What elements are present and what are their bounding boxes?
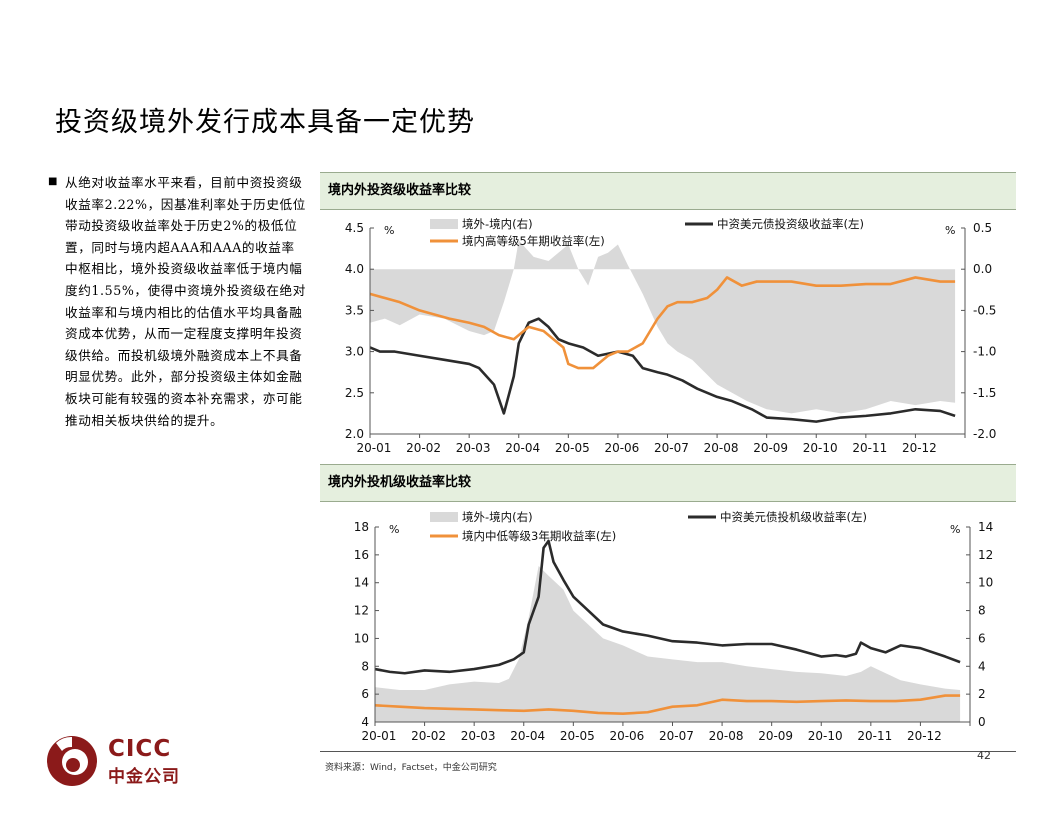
series-line-2 (369, 276, 956, 370)
x-tick-label: 20-07 (659, 729, 694, 743)
left-tick-label: 2.5 (345, 386, 364, 400)
source-note: 资料来源：Wind，Factset，中金公司研究 (325, 763, 497, 773)
series-line-1 (374, 539, 961, 675)
x-tick-label: 20-06 (604, 441, 639, 455)
x-tick-label: 20-11 (852, 441, 887, 455)
bottom-divider (320, 751, 1016, 752)
x-tick-label: 20-09 (758, 729, 793, 743)
chart1-title: 境内外投资级收益率比较 (320, 172, 1016, 210)
bullet-text: 从绝对收益率水平来看，目前中资投资级收益率2.22%，因基准利率处于历史低位带动… (65, 175, 306, 428)
right-tick-label: -1.5 (973, 386, 996, 400)
x-tick-label: 20-02 (406, 441, 441, 455)
bullet-block: ■ 从绝对收益率水平来看，目前中资投资级收益率2.22%，因基准利率处于历史低位… (44, 172, 306, 431)
x-tick-label: 20-06 (609, 729, 644, 743)
left-tick-label: 8 (361, 659, 369, 673)
x-tick-label: 20-03 (456, 441, 491, 455)
x-tick-label: 20-01 (362, 729, 397, 743)
legend-label-1: 中资美元债投资级收益率(左) (717, 217, 864, 231)
legend-label-1: 中资美元债投机级收益率(左) (720, 510, 867, 524)
right-tick-label: 6 (978, 631, 986, 645)
right-tick-label: -0.5 (973, 303, 996, 317)
left-tick-label: 16 (354, 548, 369, 562)
left-tick-label: 4.0 (345, 262, 364, 276)
x-tick-label: 20-02 (411, 729, 446, 743)
right-tick-label: 2 (978, 687, 986, 701)
x-tick-label: 20-04 (505, 441, 540, 455)
chart2-high-yield: 4 6 8 10 12 14 16 18 0 2 4 6 8 10 12 14 20-01 20-02 20-03 2… (354, 510, 994, 743)
right-tick-label: 10 (978, 576, 993, 590)
x-tick-label: 20-05 (560, 729, 595, 743)
right-tick-label: 0 (978, 715, 986, 729)
square-bullet-icon: ■ (48, 176, 58, 187)
legend-swatch-0 (430, 219, 458, 229)
series-line-2 (374, 694, 961, 715)
x-tick-label: 20-11 (857, 729, 892, 743)
x-tick-label: 20-08 (704, 441, 739, 455)
x-tick-label: 20-01 (357, 441, 392, 455)
left-tick-label: 3.0 (345, 345, 364, 359)
right-tick-label: 0.0 (973, 262, 992, 276)
right-unit-label: % (950, 523, 960, 536)
x-tick-label: 20-05 (555, 441, 590, 455)
right-tick-label: -2.0 (973, 427, 996, 441)
right-tick-label: 14 (978, 520, 993, 534)
legend-label-2: 境内高等级5年期收益率(左) (462, 234, 605, 248)
left-tick-label: 6 (361, 687, 369, 701)
left-tick-label: 3.5 (345, 303, 364, 317)
left-tick-label: 12 (354, 604, 369, 618)
legend-label-0: 境外-境内(右) (462, 510, 533, 524)
page-number: 42 (977, 749, 991, 762)
page-title: 投资级境外发行成本具备一定优势 (55, 107, 475, 138)
x-tick-label: 20-07 (654, 441, 689, 455)
x-tick-label: 20-10 (808, 729, 843, 743)
left-unit-label: % (389, 523, 399, 536)
left-tick-label: 4 (361, 715, 369, 729)
logo-text-en: CICC (108, 736, 172, 762)
logo-text-cn: 中金公司 (108, 767, 180, 787)
series-area-0 (370, 240, 956, 414)
left-tick-label: 14 (354, 576, 369, 590)
legend-label-0: 境外-境内(右) (462, 217, 533, 231)
chart2-title: 境内外投机级收益率比较 (320, 464, 1016, 502)
right-tick-label: -1.0 (973, 345, 996, 359)
x-tick-label: 20-08 (709, 729, 744, 743)
left-tick-label: 18 (354, 520, 369, 534)
legend-swatch-0 (430, 512, 458, 522)
chart1-investment-grade: 2.0 2.5 3.0 3.5 4.0 4.5 -2.0 -1.5 -1.0 -0.5 0.0 0.5… (345, 217, 997, 455)
x-tick-label: 20-03 (461, 729, 496, 743)
left-tick-label: 4.5 (345, 221, 364, 235)
x-tick-label: 20-10 (803, 441, 838, 455)
right-tick-label: 12 (978, 548, 993, 562)
left-tick-label: 10 (354, 631, 369, 645)
right-tick-label: 0.5 (973, 221, 992, 235)
left-tick-label: 2.0 (345, 427, 364, 441)
right-tick-label: 8 (978, 604, 986, 618)
cicc-logo-icon (47, 736, 97, 786)
left-unit-label: % (384, 224, 394, 237)
legend-label-2: 境内中低等级3年期收益率(左) (462, 529, 616, 543)
right-tick-label: 4 (978, 659, 986, 673)
x-tick-label: 20-09 (753, 441, 788, 455)
x-tick-label: 20-12 (907, 729, 942, 743)
x-tick-label: 20-12 (902, 441, 937, 455)
right-unit-label: % (945, 224, 955, 237)
series-area-0 (375, 566, 961, 722)
x-tick-label: 20-04 (510, 729, 545, 743)
